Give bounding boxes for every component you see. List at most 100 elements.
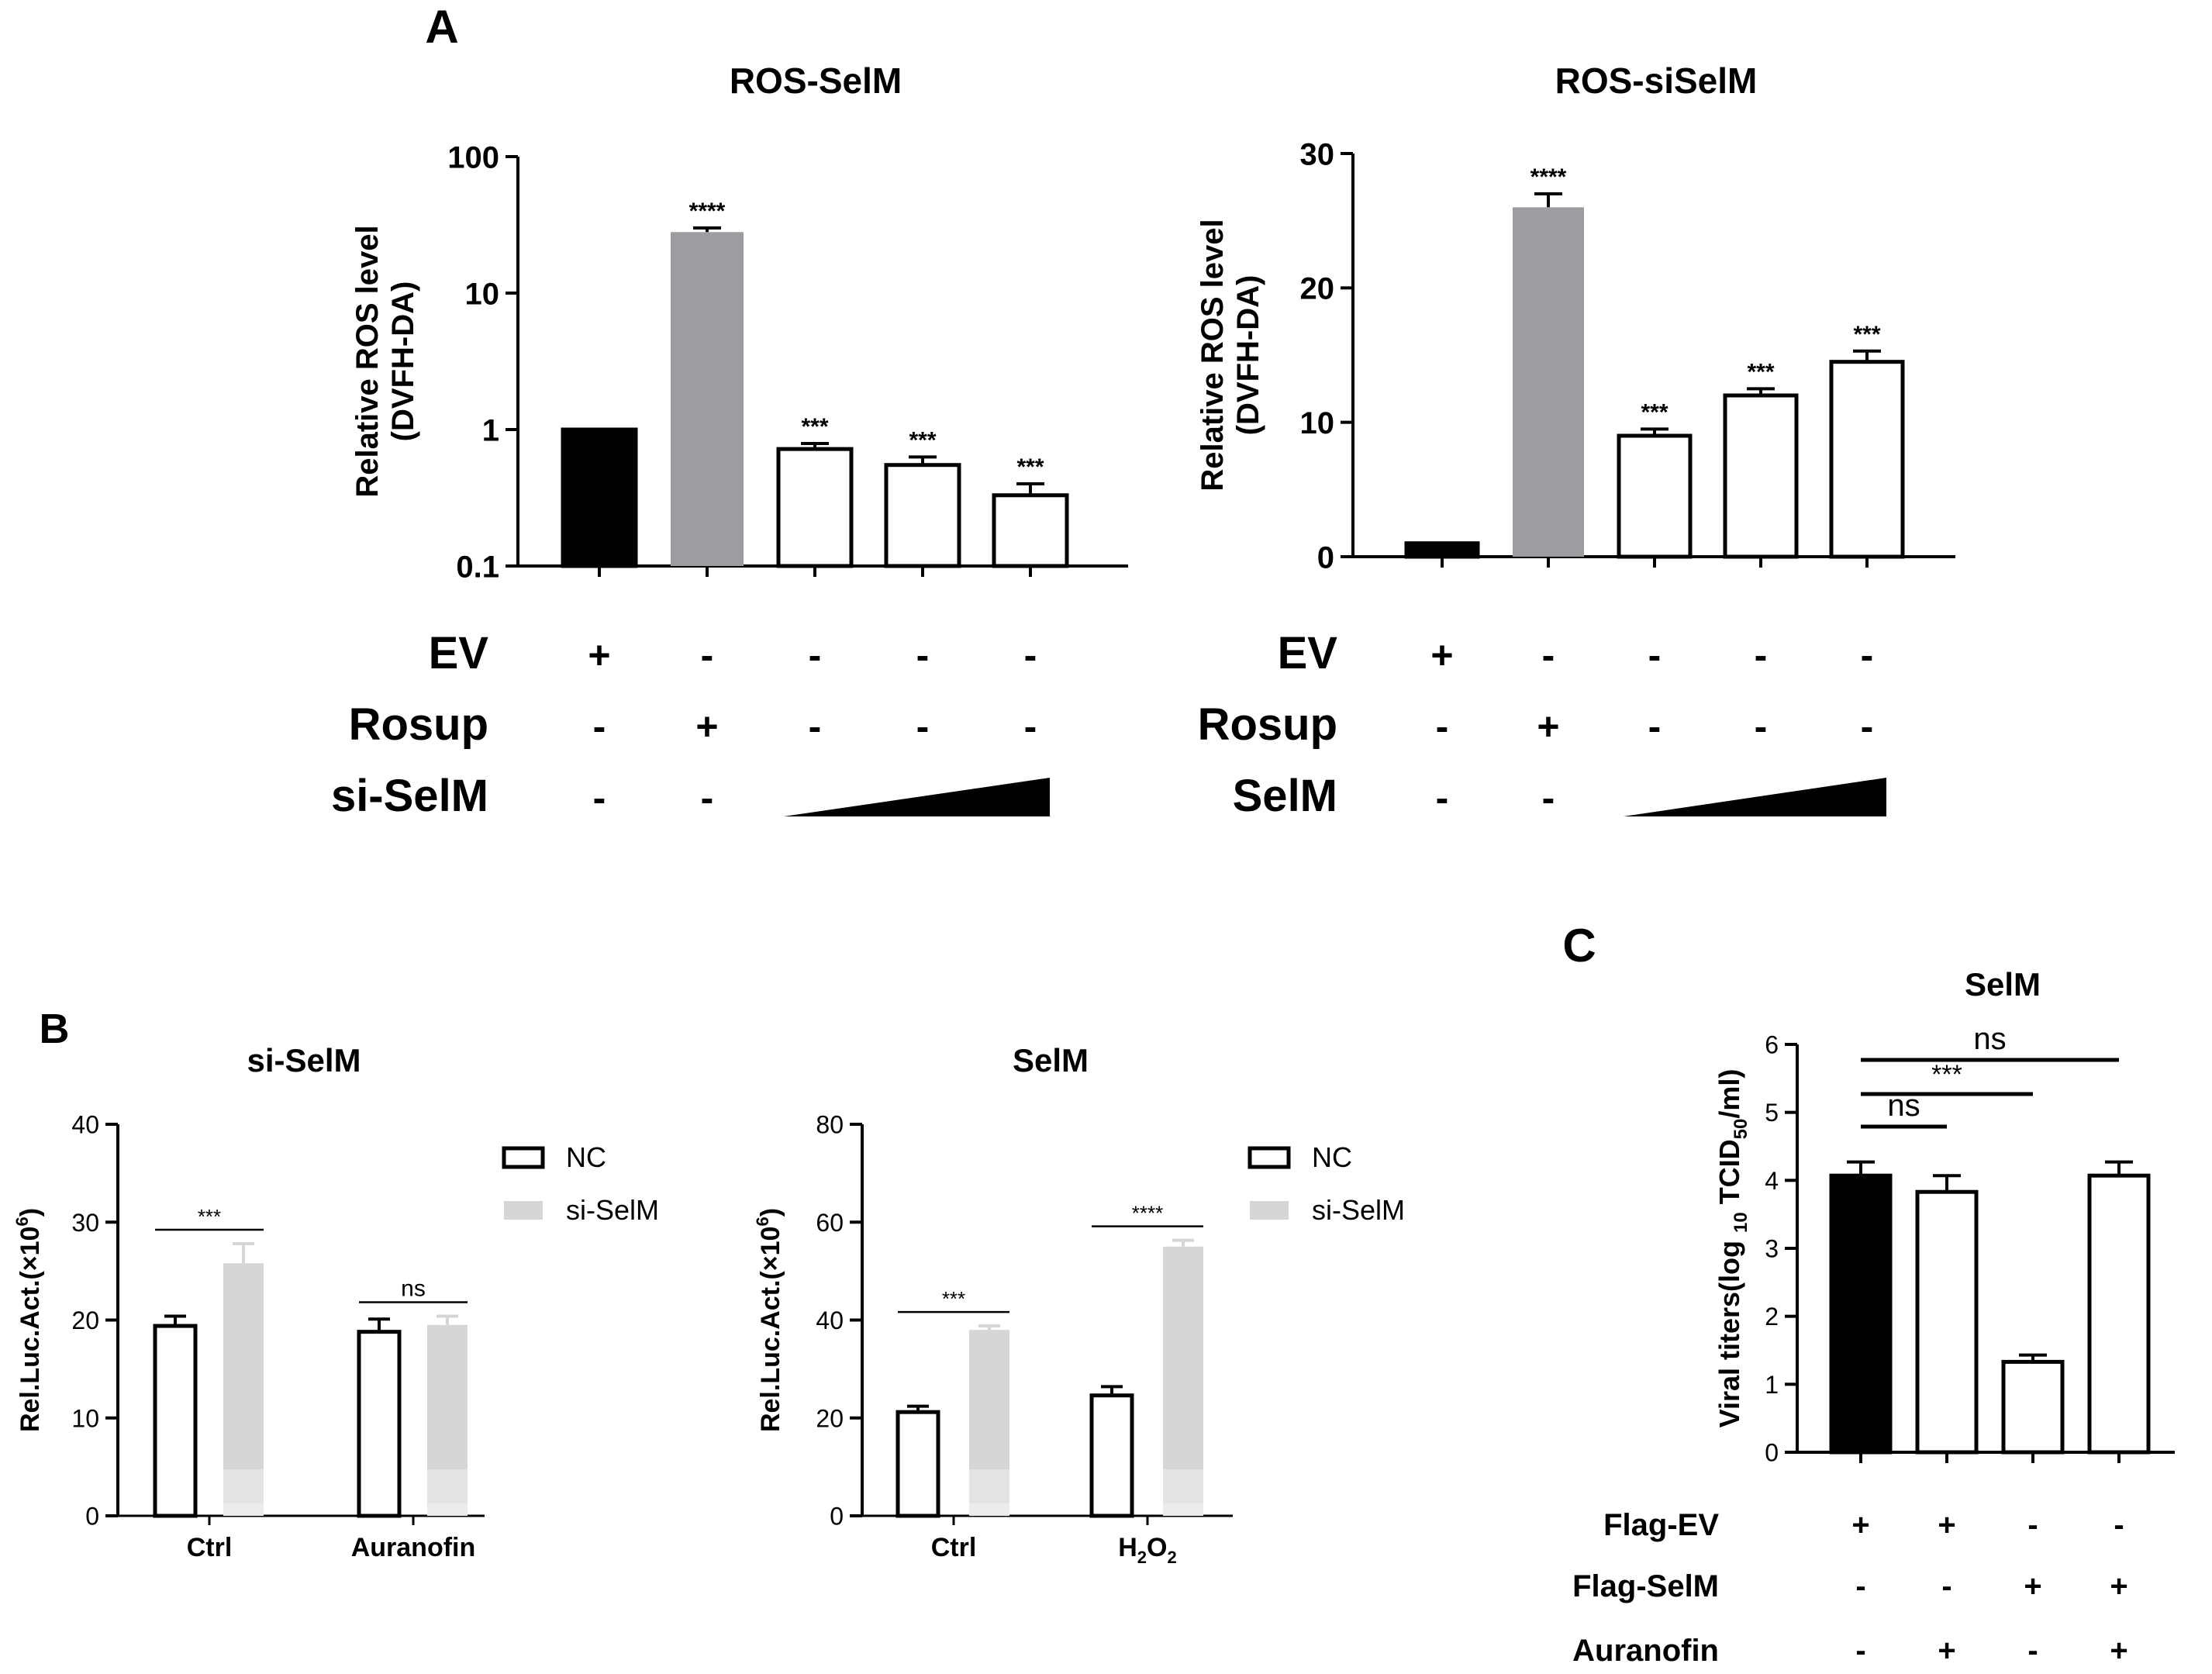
b1-bar <box>357 1330 402 1518</box>
c-condition-mark: + <box>1938 1634 1955 1668</box>
b2-bar-shade <box>969 1503 1009 1516</box>
b2-legend-swatch <box>1247 1146 1291 1169</box>
a2-significance: **** <box>1530 164 1567 190</box>
c-condition-mark: + <box>2024 1569 2041 1603</box>
a1-condition-mark: + <box>588 633 610 677</box>
panel-label-a: A <box>425 1 458 53</box>
a1-condition-mark: - <box>809 705 822 748</box>
a1-y-label: Relative ROS level(DVFH-DA) <box>350 225 420 497</box>
c-y-tick-label: 5 <box>1765 1099 1779 1127</box>
b1-y-tick-label: 20 <box>71 1306 99 1334</box>
b2-y-tick-label: 40 <box>816 1306 844 1334</box>
c-condition-label: Flag-EV <box>1603 1508 1719 1542</box>
a2-significance: *** <box>1641 399 1668 425</box>
a1-significance: *** <box>909 427 936 453</box>
c-y-label: Viral titers(log 10 TCID50/ml) <box>1713 1069 1751 1428</box>
a1-bar <box>992 493 1069 568</box>
a2-bar <box>1829 360 1905 559</box>
c-significance: ns <box>1973 1022 2006 1056</box>
c-bar <box>1915 1189 1979 1455</box>
b2-y-label: Rel.Luc.Act.(×106) <box>753 1208 785 1432</box>
b2-category-label: H2O2 <box>1118 1533 1177 1567</box>
b2-y-tick-label: 80 <box>816 1111 844 1139</box>
b1-category-label: Auranofin <box>351 1533 476 1562</box>
c-condition-mark: - <box>2027 1508 2038 1542</box>
a1-condition-mark: - <box>809 633 822 677</box>
a2-y-tick-label: 20 <box>1300 272 1335 306</box>
b1-legend-label: NC <box>566 1141 606 1173</box>
c-condition-mark: - <box>1855 1569 1865 1603</box>
b2-y-tick-label: 60 <box>816 1209 844 1237</box>
c-significance: *** <box>1931 1060 1962 1089</box>
b2-bar <box>895 1410 940 1518</box>
a1-significance: **** <box>689 198 726 224</box>
b2-significance: *** <box>942 1287 965 1310</box>
a2-condition-mark: + <box>1430 633 1453 677</box>
a1-condition-label: EV <box>429 628 489 678</box>
a1-y-tick-label: 1 <box>482 413 499 447</box>
c-condition-mark: + <box>1851 1508 1869 1542</box>
a1-condition-mark: + <box>695 705 718 748</box>
c-bar <box>2001 1359 2065 1455</box>
b1-y-tick-label: 10 <box>71 1404 99 1432</box>
a2-y-tick-label: 0 <box>1317 540 1334 575</box>
a1-y-tick-label: 10 <box>465 277 500 311</box>
a2-condition-mark: - <box>1861 633 1874 677</box>
a2-significance: *** <box>1747 359 1774 385</box>
c-y-tick-label: 4 <box>1765 1167 1779 1195</box>
a1-bar <box>561 427 638 568</box>
a2-condition-mark: - <box>1755 705 1768 748</box>
a1-significance: *** <box>801 414 828 440</box>
a2-y-tick-label: 10 <box>1300 406 1335 440</box>
a1-bar <box>884 463 961 568</box>
c-condition-mark: - <box>2027 1634 2038 1668</box>
b2-y-tick-label: 20 <box>816 1404 844 1432</box>
c-condition-mark: - <box>2114 1508 2124 1542</box>
a1-condition-mark: - <box>916 633 930 677</box>
c-y-tick-label: 1 <box>1765 1371 1779 1399</box>
a2-condition-mark: - <box>1436 776 1449 820</box>
c-y-tick-label: 3 <box>1765 1235 1779 1263</box>
b1-y-label: Rel.Luc.Act.(×106) <box>12 1208 45 1432</box>
c-condition-label: Auranofin <box>1572 1634 1719 1668</box>
c-condition-label: Flag-SelM <box>1572 1569 1719 1603</box>
b1-category-label: Ctrl <box>187 1533 233 1562</box>
b1-bar-shade <box>223 1503 264 1516</box>
b1-significance: *** <box>198 1205 221 1228</box>
c-condition-mark: + <box>2110 1634 2127 1668</box>
a1-condition-label: Rosup <box>349 699 488 750</box>
a1-condition-label: si-SelM <box>331 771 488 821</box>
c-condition-mark: + <box>1938 1508 1955 1542</box>
a1-y-tick-label: 0.1 <box>456 550 499 584</box>
c-condition-mark: + <box>2110 1569 2127 1603</box>
b1-legend-swatch <box>504 1201 543 1220</box>
b1-bar-shade <box>427 1503 468 1516</box>
a1-bar <box>776 447 854 568</box>
b1-y-tick-label: 0 <box>85 1503 99 1531</box>
a2-y-tick-label: 30 <box>1300 137 1335 171</box>
a1-condition-mark: - <box>916 705 930 748</box>
c-bar <box>2087 1173 2151 1455</box>
a2-condition-mark: - <box>1648 633 1662 677</box>
b2-legend-label: si-SelM <box>1312 1194 1405 1226</box>
b2-bar-shade <box>1163 1503 1203 1516</box>
a2-dose-gradient <box>1624 778 1886 816</box>
a1-condition-mark: - <box>701 776 714 820</box>
a2-condition-mark: - <box>1861 705 1874 748</box>
b1-y-tick-label: 30 <box>71 1209 99 1237</box>
a1-dose-gradient <box>784 778 1050 816</box>
b2-legend-label: NC <box>1312 1141 1352 1173</box>
b1-legend-swatch <box>502 1146 545 1169</box>
b2-significance: **** <box>1132 1202 1163 1225</box>
a2-condition-mark: - <box>1436 705 1449 748</box>
a2-condition-mark: + <box>1537 705 1559 748</box>
b1-significance: ns <box>401 1275 426 1301</box>
a1-condition-mark: - <box>1024 705 1037 748</box>
panel-label-c: C <box>1562 920 1596 972</box>
b1-bar <box>153 1324 198 1518</box>
a1-condition-mark: - <box>593 705 606 748</box>
a1-condition-mark: - <box>1024 633 1037 677</box>
a2-bar <box>1513 207 1584 557</box>
a1-title: ROS-SelM <box>730 60 902 101</box>
b2-title: SelM <box>1013 1042 1089 1079</box>
